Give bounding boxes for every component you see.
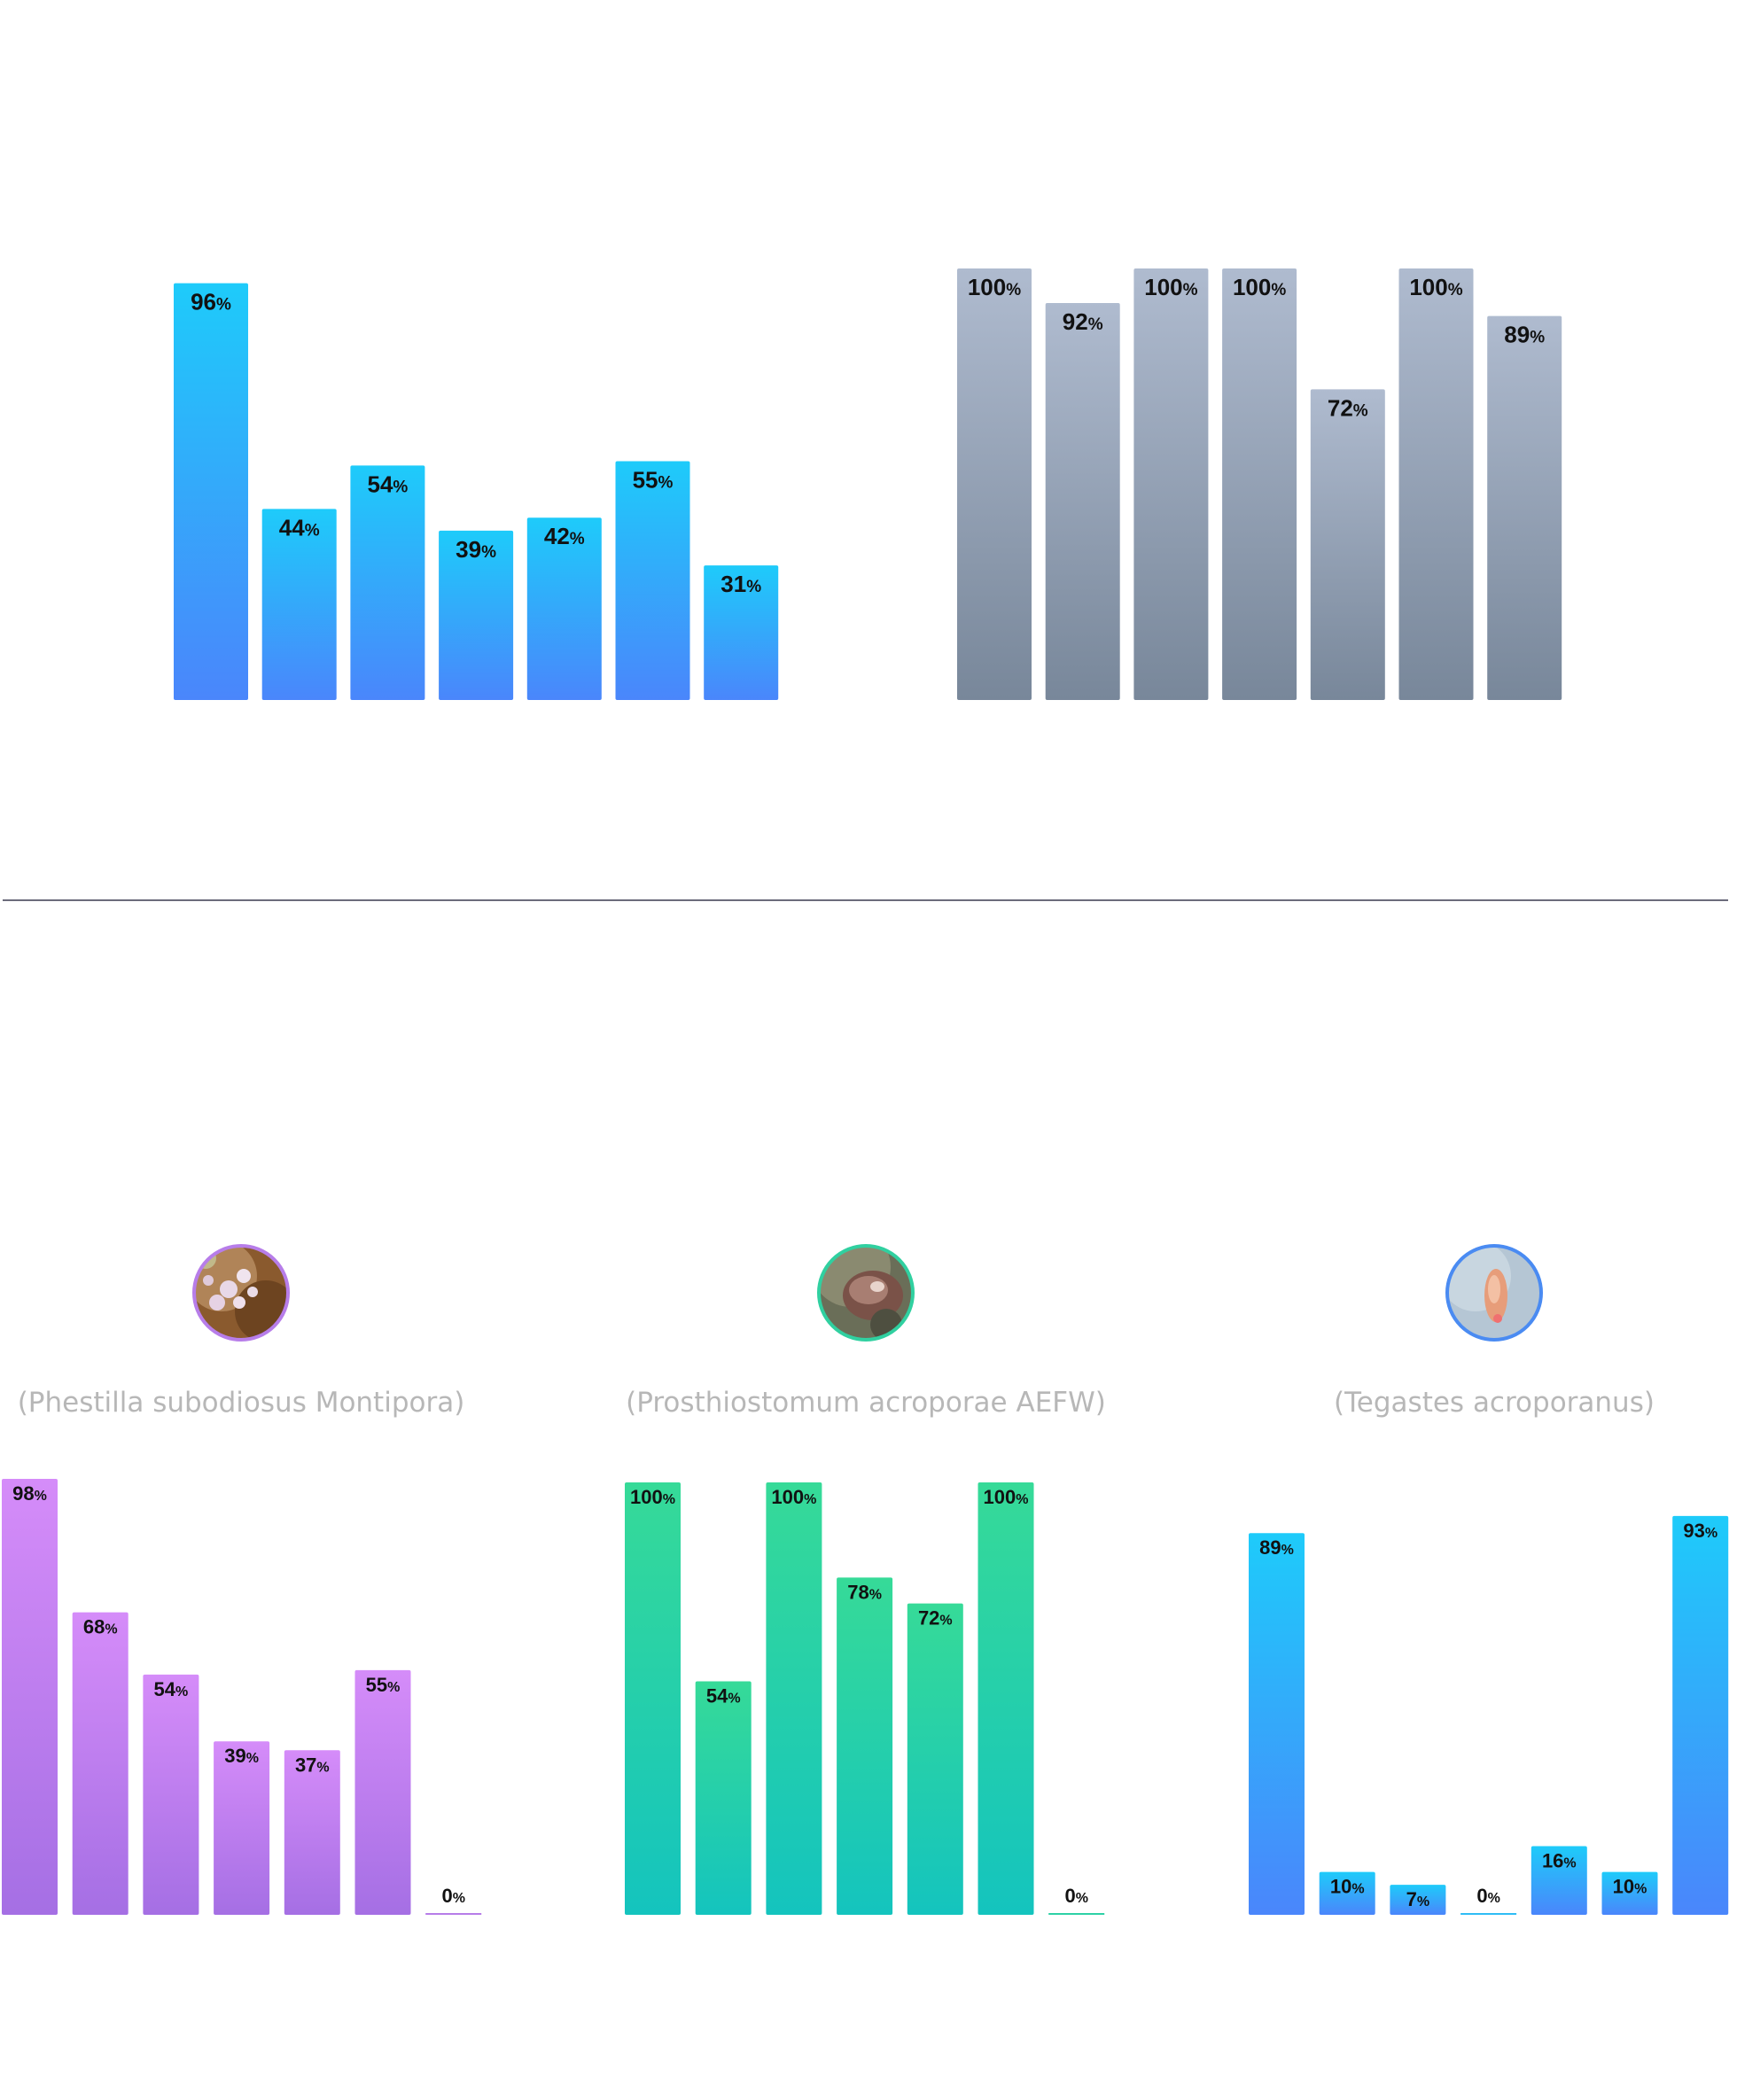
bar-value-label: 0%: [441, 1885, 464, 1907]
chart-top-left: 96% 44% 54% 39% 42% 55% 31%: [174, 283, 779, 700]
species-avatar-tegastes: [1445, 1244, 1543, 1342]
chart-prosthiostomum: 100% 54% 100% 78% 72% 100% 0%: [625, 1482, 1105, 1915]
bar-value-label: 54%: [706, 1684, 741, 1707]
bar-value-label: 44%: [279, 514, 320, 541]
bar: [284, 1750, 340, 1915]
bar-value-label: 54%: [154, 1678, 189, 1700]
bar-value-label: 93%: [1683, 1520, 1718, 1542]
bar: [1601, 1871, 1658, 1915]
bar: [1531, 1846, 1587, 1915]
bar: [526, 517, 602, 700]
bar-value-label: 0%: [1476, 1885, 1499, 1907]
species-label-prosthiostomum: (Prosthiostomum acroporae AEFW): [626, 1387, 1106, 1419]
bar-value-label: 72%: [1328, 394, 1368, 421]
bar: [1672, 1515, 1729, 1915]
bar: [1487, 315, 1562, 700]
species-label-tegastes: (Tegastes acroporanus): [1334, 1387, 1655, 1419]
bar: [978, 1482, 1034, 1915]
bar: [907, 1603, 963, 1915]
bar-value-label: 37%: [295, 1754, 330, 1776]
bar-value-label: 68%: [83, 1616, 118, 1638]
bar: [1319, 1871, 1375, 1915]
bar: [261, 509, 337, 700]
bar-zero-line: [1048, 1913, 1105, 1915]
bar: [1222, 268, 1297, 700]
bar: [214, 1741, 270, 1915]
bar: [1045, 302, 1120, 700]
bar-value-label: 100%: [1409, 274, 1462, 300]
bar-value-label: 89%: [1259, 1536, 1294, 1559]
bar-value-label: 100%: [1233, 274, 1286, 300]
bar-value-label: 89%: [1504, 322, 1545, 348]
bar: [1133, 268, 1209, 700]
bar: [174, 283, 248, 700]
avatar-ring: [192, 1244, 290, 1342]
bar-value-label: 96%: [191, 289, 231, 315]
bar: [837, 1577, 893, 1915]
bar: [350, 465, 425, 700]
bar: [766, 1482, 822, 1915]
avatar-ring: [817, 1244, 915, 1342]
chart-top-right: 100% 92% 100% 100% 72% 100% 89%: [957, 268, 1562, 700]
avatar-ring: [1445, 1244, 1543, 1342]
bar-value-label: 72%: [918, 1607, 953, 1629]
chart-phestilla: 98% 68% 54% 39% 37% 55% 0%: [2, 1479, 482, 1915]
bar: [439, 530, 514, 700]
species-label-phestilla: (Phestilla subodiosus Montipora): [18, 1387, 465, 1419]
bar: [957, 268, 1032, 700]
chart-tegastes: 89% 10% 7% 0% 16% 10% 93%: [1249, 1515, 1729, 1915]
bar-value-label: 100%: [984, 1486, 1029, 1508]
bar-value-label: 0%: [1064, 1885, 1087, 1907]
bar-value-label: 100%: [968, 274, 1021, 300]
bar: [695, 1681, 752, 1915]
bar-value-label: 39%: [456, 536, 496, 563]
bar-value-label: 92%: [1063, 308, 1103, 335]
bar-value-label: 100%: [630, 1486, 675, 1508]
bar-value-label: 16%: [1542, 1850, 1577, 1872]
bar-value-label: 98%: [12, 1482, 47, 1505]
bar-value-label: 10%: [1330, 1876, 1365, 1898]
bar-value-label: 54%: [367, 471, 408, 497]
species-avatar-prosthiostomum: [817, 1244, 915, 1342]
bar: [1310, 389, 1385, 700]
bar-value-label: 10%: [1613, 1876, 1647, 1898]
bar: [72, 1612, 129, 1915]
bar: [615, 461, 690, 700]
bar-value-label: 100%: [1144, 274, 1197, 300]
bar: [704, 565, 779, 700]
bar-value-label: 78%: [847, 1581, 882, 1603]
bar-value-label: 31%: [721, 571, 761, 597]
bar-value-label: 39%: [224, 1745, 259, 1767]
bar: [1398, 268, 1474, 700]
bar: [1249, 1533, 1305, 1915]
bar-value-label: 55%: [366, 1674, 401, 1696]
bar: [1390, 1885, 1446, 1915]
bar-value-label: 7%: [1406, 1888, 1429, 1910]
bar-value-label: 55%: [633, 467, 674, 494]
bar: [2, 1479, 58, 1915]
species-avatar-phestilla: [192, 1244, 290, 1342]
bar-value-label: 100%: [771, 1486, 816, 1508]
bar: [354, 1669, 411, 1915]
bar-zero-line: [1460, 1913, 1517, 1915]
bar: [143, 1674, 199, 1915]
bar: [625, 1482, 681, 1915]
bar-zero-line: [425, 1913, 482, 1915]
bar-value-label: 42%: [544, 523, 585, 549]
